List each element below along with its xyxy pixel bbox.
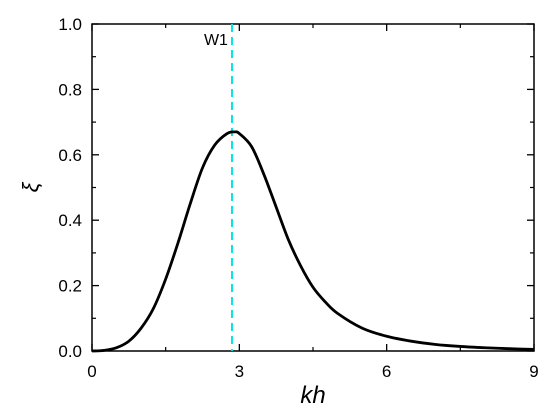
plot-border <box>91 23 535 352</box>
reference-line-label: W1 <box>204 32 228 49</box>
y-tick-label: 1.0 <box>58 15 82 34</box>
series-layer <box>91 130 535 353</box>
x-tick-label: 9 <box>529 362 538 381</box>
y-tick-label: 0.2 <box>58 277 82 296</box>
x-tick-label: 6 <box>382 362 391 381</box>
series-line <box>91 130 535 353</box>
x-tick-label: 0 <box>87 362 96 381</box>
y-tick-label: 0.6 <box>58 146 82 165</box>
tick-labels: 0 3 6 9 0.0 0.2 0.4 0.6 0.8 1.0 <box>58 15 538 381</box>
x-tick-label: 3 <box>235 362 244 381</box>
y-tick-label: 0.8 <box>58 80 82 99</box>
axis-ticks <box>91 23 535 352</box>
y-tick-label: 0.0 <box>58 342 82 361</box>
y-tick-label: 0.4 <box>58 211 82 230</box>
y-axis-title: ξ <box>18 181 43 192</box>
x-axis-title: kh <box>300 382 325 409</box>
plot-frame <box>91 23 535 352</box>
